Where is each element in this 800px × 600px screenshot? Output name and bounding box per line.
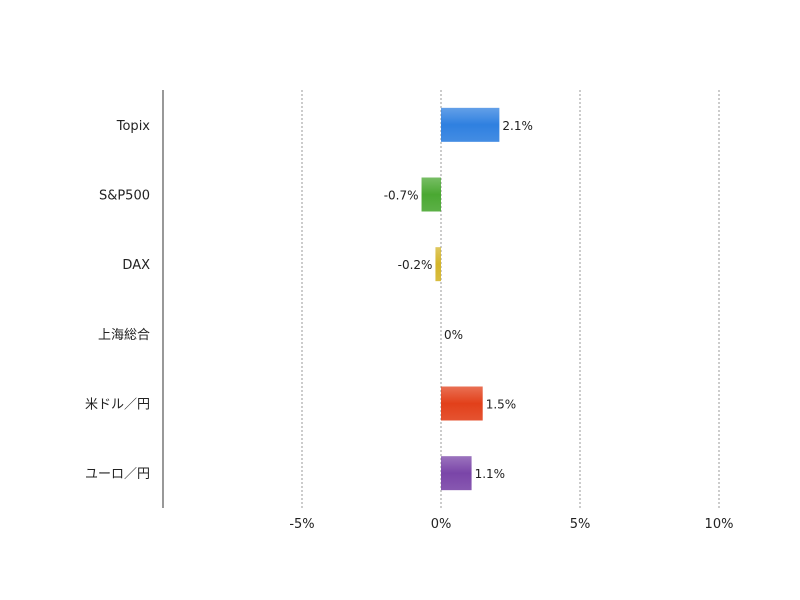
category-label: ユーロ／円 — [85, 467, 150, 482]
category-label: 上海総合 — [98, 328, 150, 343]
x-tick-labels: -5% 0% 5% 10% — [289, 517, 733, 532]
data-labels: 2.1% -0.7% -0.2% 0% 1.5% 1.1% — [384, 119, 533, 481]
x-tick-label: -5% — [289, 517, 314, 532]
data-label: -0.2% — [398, 258, 433, 272]
grid-lines — [301, 90, 720, 508]
category-label: DAX — [122, 258, 150, 273]
category-label: 米ドル／円 — [85, 398, 150, 413]
bars — [421, 107, 500, 491]
x-tick-label: 0% — [431, 517, 452, 532]
data-label: 1.1% — [475, 467, 506, 481]
bar — [441, 386, 483, 421]
x-tick-label: 10% — [705, 517, 734, 532]
bar — [441, 107, 500, 142]
category-label: S&P500 — [99, 189, 150, 204]
x-tick-label: 5% — [570, 517, 591, 532]
data-label: 1.5% — [486, 398, 517, 412]
category-label: Topix — [116, 119, 151, 134]
bar — [441, 456, 472, 491]
bar — [421, 177, 441, 212]
data-label: 2.1% — [502, 119, 533, 133]
data-label: -0.7% — [384, 189, 419, 203]
bar — [435, 247, 441, 282]
data-label: 0% — [444, 328, 463, 342]
